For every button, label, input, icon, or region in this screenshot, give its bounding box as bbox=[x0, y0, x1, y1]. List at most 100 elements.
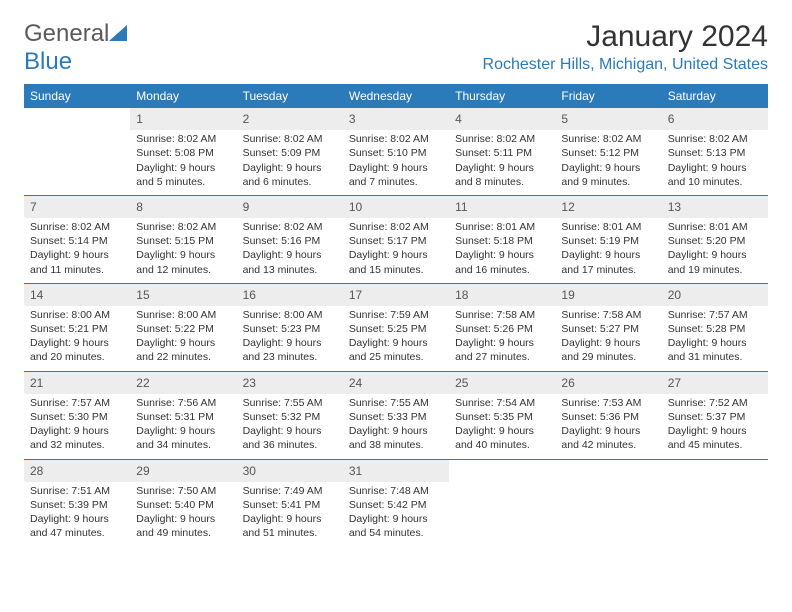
day-number: 30 bbox=[237, 460, 343, 482]
daylight-text: Daylight: 9 hours and 13 minutes. bbox=[243, 248, 337, 276]
day-cell: 20Sunrise: 7:57 AMSunset: 5:28 PMDayligh… bbox=[662, 284, 768, 371]
day-cell: 19Sunrise: 7:58 AMSunset: 5:27 PMDayligh… bbox=[555, 284, 661, 371]
day-number: 21 bbox=[24, 372, 130, 394]
daylight-text: Daylight: 9 hours and 6 minutes. bbox=[243, 161, 337, 189]
day-body: Sunrise: 7:48 AMSunset: 5:42 PMDaylight:… bbox=[343, 484, 449, 547]
dow-cell: Monday bbox=[130, 84, 236, 108]
sunset-text: Sunset: 5:11 PM bbox=[455, 146, 549, 160]
sunset-text: Sunset: 5:20 PM bbox=[668, 234, 762, 248]
day-number: 11 bbox=[449, 196, 555, 218]
day-number: 15 bbox=[130, 284, 236, 306]
day-number: 26 bbox=[555, 372, 661, 394]
day-cell: 26Sunrise: 7:53 AMSunset: 5:36 PMDayligh… bbox=[555, 372, 661, 459]
day-body: Sunrise: 7:55 AMSunset: 5:32 PMDaylight:… bbox=[237, 396, 343, 459]
day-number: 24 bbox=[343, 372, 449, 394]
daylight-text: Daylight: 9 hours and 51 minutes. bbox=[243, 512, 337, 540]
sunrise-text: Sunrise: 7:50 AM bbox=[136, 484, 230, 498]
sunrise-text: Sunrise: 7:53 AM bbox=[561, 396, 655, 410]
day-number: 10 bbox=[343, 196, 449, 218]
day-number: 28 bbox=[24, 460, 130, 482]
day-cell bbox=[24, 108, 130, 195]
daylight-text: Daylight: 9 hours and 45 minutes. bbox=[668, 424, 762, 452]
sunset-text: Sunset: 5:26 PM bbox=[455, 322, 549, 336]
day-cell: 3Sunrise: 8:02 AMSunset: 5:10 PMDaylight… bbox=[343, 108, 449, 195]
sunrise-text: Sunrise: 8:00 AM bbox=[30, 308, 124, 322]
day-cell: 14Sunrise: 8:00 AMSunset: 5:21 PMDayligh… bbox=[24, 284, 130, 371]
day-body: Sunrise: 7:56 AMSunset: 5:31 PMDaylight:… bbox=[130, 396, 236, 459]
sunrise-text: Sunrise: 8:02 AM bbox=[136, 220, 230, 234]
sunrise-text: Sunrise: 7:54 AM bbox=[455, 396, 549, 410]
sunset-text: Sunset: 5:22 PM bbox=[136, 322, 230, 336]
daylight-text: Daylight: 9 hours and 12 minutes. bbox=[136, 248, 230, 276]
day-body: Sunrise: 7:50 AMSunset: 5:40 PMDaylight:… bbox=[130, 484, 236, 547]
sunrise-text: Sunrise: 7:56 AM bbox=[136, 396, 230, 410]
day-number: 9 bbox=[237, 196, 343, 218]
daylight-text: Daylight: 9 hours and 29 minutes. bbox=[561, 336, 655, 364]
day-cell: 25Sunrise: 7:54 AMSunset: 5:35 PMDayligh… bbox=[449, 372, 555, 459]
day-number: 5 bbox=[555, 108, 661, 130]
sunrise-text: Sunrise: 8:02 AM bbox=[243, 132, 337, 146]
sunrise-text: Sunrise: 8:01 AM bbox=[455, 220, 549, 234]
day-cell: 15Sunrise: 8:00 AMSunset: 5:22 PMDayligh… bbox=[130, 284, 236, 371]
daylight-text: Daylight: 9 hours and 15 minutes. bbox=[349, 248, 443, 276]
sunset-text: Sunset: 5:28 PM bbox=[668, 322, 762, 336]
daylight-text: Daylight: 9 hours and 32 minutes. bbox=[30, 424, 124, 452]
day-number: 19 bbox=[555, 284, 661, 306]
day-body: Sunrise: 7:52 AMSunset: 5:37 PMDaylight:… bbox=[662, 396, 768, 459]
sunrise-text: Sunrise: 8:01 AM bbox=[561, 220, 655, 234]
sunset-text: Sunset: 5:15 PM bbox=[136, 234, 230, 248]
day-cell bbox=[555, 460, 661, 547]
dow-cell: Sunday bbox=[24, 84, 130, 108]
daylight-text: Daylight: 9 hours and 42 minutes. bbox=[561, 424, 655, 452]
sunset-text: Sunset: 5:23 PM bbox=[243, 322, 337, 336]
day-body: Sunrise: 7:53 AMSunset: 5:36 PMDaylight:… bbox=[555, 396, 661, 459]
week-row: 7Sunrise: 8:02 AMSunset: 5:14 PMDaylight… bbox=[24, 196, 768, 284]
day-cell: 6Sunrise: 8:02 AMSunset: 5:13 PMDaylight… bbox=[662, 108, 768, 195]
logo-text-general: General bbox=[24, 20, 109, 47]
day-number: 18 bbox=[449, 284, 555, 306]
daylight-text: Daylight: 9 hours and 22 minutes. bbox=[136, 336, 230, 364]
title-block: January 2024 Rochester Hills, Michigan, … bbox=[483, 20, 768, 74]
sunrise-text: Sunrise: 8:00 AM bbox=[136, 308, 230, 322]
day-cell: 11Sunrise: 8:01 AMSunset: 5:18 PMDayligh… bbox=[449, 196, 555, 283]
sunset-text: Sunset: 5:31 PM bbox=[136, 410, 230, 424]
day-number: 6 bbox=[662, 108, 768, 130]
daylight-text: Daylight: 9 hours and 16 minutes. bbox=[455, 248, 549, 276]
day-body: Sunrise: 8:00 AMSunset: 5:21 PMDaylight:… bbox=[24, 308, 130, 371]
sunset-text: Sunset: 5:09 PM bbox=[243, 146, 337, 160]
day-body: Sunrise: 7:51 AMSunset: 5:39 PMDaylight:… bbox=[24, 484, 130, 547]
day-cell: 16Sunrise: 8:00 AMSunset: 5:23 PMDayligh… bbox=[237, 284, 343, 371]
day-number: 3 bbox=[343, 108, 449, 130]
day-number: 4 bbox=[449, 108, 555, 130]
sunset-text: Sunset: 5:33 PM bbox=[349, 410, 443, 424]
location-label: Rochester Hills, Michigan, United States bbox=[483, 56, 768, 74]
sunrise-text: Sunrise: 8:01 AM bbox=[668, 220, 762, 234]
day-cell: 1Sunrise: 8:02 AMSunset: 5:08 PMDaylight… bbox=[130, 108, 236, 195]
day-body: Sunrise: 7:55 AMSunset: 5:33 PMDaylight:… bbox=[343, 396, 449, 459]
day-body: Sunrise: 8:00 AMSunset: 5:23 PMDaylight:… bbox=[237, 308, 343, 371]
day-body: Sunrise: 7:58 AMSunset: 5:27 PMDaylight:… bbox=[555, 308, 661, 371]
header: General Blue January 2024 Rochester Hill… bbox=[24, 20, 768, 76]
dow-cell: Thursday bbox=[449, 84, 555, 108]
day-body: Sunrise: 7:57 AMSunset: 5:30 PMDaylight:… bbox=[24, 396, 130, 459]
day-cell: 10Sunrise: 8:02 AMSunset: 5:17 PMDayligh… bbox=[343, 196, 449, 283]
day-cell: 22Sunrise: 7:56 AMSunset: 5:31 PMDayligh… bbox=[130, 372, 236, 459]
day-cell: 29Sunrise: 7:50 AMSunset: 5:40 PMDayligh… bbox=[130, 460, 236, 547]
day-body: Sunrise: 8:00 AMSunset: 5:22 PMDaylight:… bbox=[130, 308, 236, 371]
day-body: Sunrise: 8:02 AMSunset: 5:13 PMDaylight:… bbox=[662, 132, 768, 195]
sunset-text: Sunset: 5:30 PM bbox=[30, 410, 124, 424]
sunset-text: Sunset: 5:40 PM bbox=[136, 498, 230, 512]
sunset-text: Sunset: 5:16 PM bbox=[243, 234, 337, 248]
day-cell: 28Sunrise: 7:51 AMSunset: 5:39 PMDayligh… bbox=[24, 460, 130, 547]
sunrise-text: Sunrise: 7:57 AM bbox=[30, 396, 124, 410]
sunrise-text: Sunrise: 7:55 AM bbox=[349, 396, 443, 410]
day-number: 13 bbox=[662, 196, 768, 218]
page-title: January 2024 bbox=[483, 20, 768, 54]
daylight-text: Daylight: 9 hours and 31 minutes. bbox=[668, 336, 762, 364]
daylight-text: Daylight: 9 hours and 54 minutes. bbox=[349, 512, 443, 540]
day-cell bbox=[662, 460, 768, 547]
day-number: 7 bbox=[24, 196, 130, 218]
day-cell: 4Sunrise: 8:02 AMSunset: 5:11 PMDaylight… bbox=[449, 108, 555, 195]
day-body: Sunrise: 8:01 AMSunset: 5:19 PMDaylight:… bbox=[555, 220, 661, 283]
day-number: 22 bbox=[130, 372, 236, 394]
